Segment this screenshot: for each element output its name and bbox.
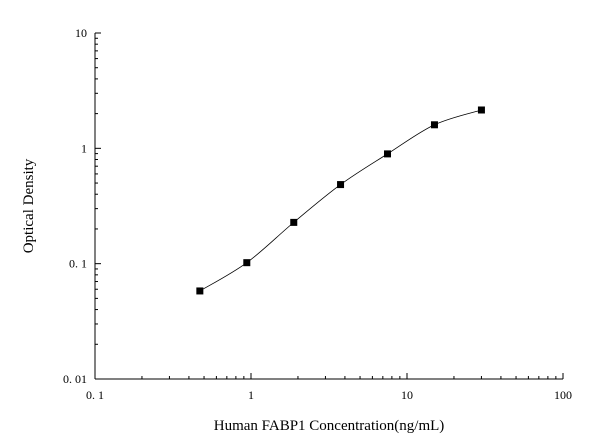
axes bbox=[94, 33, 563, 380]
y-tick-label: 10 bbox=[75, 26, 87, 40]
y-tick-label: 0. 01 bbox=[63, 372, 87, 386]
tick-labels: 0. 1 1 10 100 0. 01 0. 1 1 10 bbox=[63, 26, 572, 402]
y-axis-label: Optical Density bbox=[21, 158, 37, 253]
data-point bbox=[430, 121, 438, 129]
fit-curve bbox=[199, 109, 482, 292]
data-point bbox=[337, 181, 345, 189]
data-points bbox=[196, 106, 485, 295]
x-tick-label: 1 bbox=[248, 388, 254, 402]
x-tick-label: 0. 1 bbox=[86, 388, 104, 402]
data-point bbox=[477, 106, 485, 114]
x-tick-label: 10 bbox=[401, 388, 413, 402]
y-tick-label: 1 bbox=[81, 141, 87, 155]
x-axis-label: Human FABP1 Concentration(ng/mL) bbox=[214, 418, 445, 434]
data-point bbox=[384, 150, 392, 158]
ticks bbox=[94, 32, 564, 380]
y-tick-label: 0. 1 bbox=[69, 257, 87, 271]
data-point bbox=[290, 218, 298, 226]
x-tick-label: 100 bbox=[554, 388, 572, 402]
data-point bbox=[243, 259, 251, 267]
data-point bbox=[196, 287, 204, 295]
